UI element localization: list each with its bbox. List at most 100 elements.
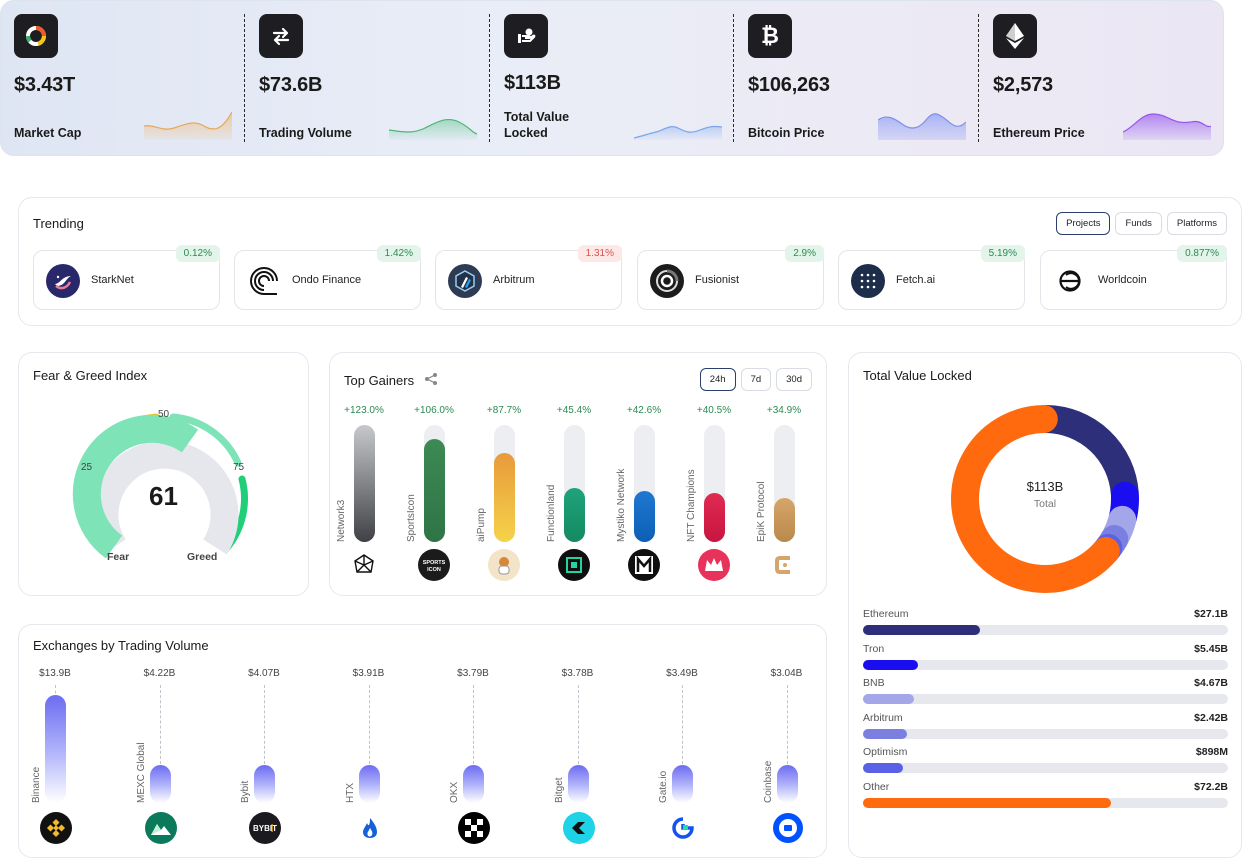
- gainer-logo-icon: [698, 549, 730, 581]
- tab-platforms[interactable]: Platforms: [1166, 212, 1227, 235]
- ethereum-icon: [993, 14, 1037, 58]
- tvl-bar: [863, 798, 1112, 808]
- gainer-bar: [634, 491, 655, 542]
- tab-24h[interactable]: 24h: [699, 368, 736, 391]
- gainer-name: Functionland: [546, 484, 557, 542]
- stat-value: $3.43T: [14, 74, 76, 96]
- stat-value: $73.6B: [259, 74, 323, 96]
- gainer-name: Mystiko Network: [616, 468, 627, 542]
- stat-ethereum-price[interactable]: $2,573 Ethereum Price: [979, 0, 1223, 156]
- trending-name: Worldcoin: [1098, 274, 1147, 286]
- stat-market-cap[interactable]: $3.43T Market Cap: [0, 0, 244, 156]
- exchange-volume: $3.78B: [561, 668, 594, 679]
- exchange-bar: [254, 765, 275, 803]
- gainer-bar-track: [774, 425, 795, 542]
- exchange-logo-icon: [771, 812, 804, 844]
- trending-change-badge: 1.42%: [376, 245, 421, 262]
- top-gainers-panel: Top Gainers 24h 7d 30d +123.0% Network3 +1…: [329, 352, 827, 596]
- trending-change-badge: 1.31%: [577, 245, 622, 262]
- stat-bitcoin-price[interactable]: ₿ $106,263 Bitcoin Price: [734, 0, 978, 156]
- exchange-guide-line: [473, 685, 474, 769]
- exchange-name: Bitget: [553, 777, 565, 803]
- tvl-chain-value: $2.42B: [1194, 711, 1228, 724]
- bitcoin-icon: ₿: [748, 14, 792, 58]
- tvl-bar: [863, 625, 980, 635]
- trending-card-fetch-ai[interactable]: Fetch.ai 5.19%: [838, 245, 1025, 310]
- exchange-volume: $3.49B: [666, 668, 698, 679]
- stat-label: Ethereum Price: [993, 126, 1085, 140]
- gauge-tick: 75: [233, 462, 245, 473]
- exchange-bar: [45, 695, 66, 803]
- trending-name: StarkNet: [91, 274, 134, 286]
- trending-card-arbitrum[interactable]: Arbitrum 1.31%: [435, 245, 622, 310]
- tvl-donut-segment[interactable]: [951, 405, 1120, 593]
- exchange-volume: $3.04B: [770, 668, 803, 679]
- tvl-chain-value: $5.45B: [1194, 642, 1228, 655]
- tvl-chain-name: Tron: [863, 642, 885, 655]
- exchange-guide-line: [368, 685, 370, 769]
- tvl-panel: Total Value Locked $113B Total Ethereum $…: [848, 352, 1242, 858]
- fear-greed-title: Fear & Greed Index: [33, 368, 148, 383]
- trending-card-fusionist[interactable]: Fusionist 2.9%: [637, 245, 824, 310]
- tvl-chain-value: $27.1B: [1194, 608, 1228, 620]
- exchange-volume: $4.07B: [248, 668, 280, 679]
- stats-bar: $3.43T Market Cap $73.6B Trading Volume …: [0, 0, 1224, 156]
- trending-card-ondo-finance[interactable]: Ondo Finance 1.42%: [234, 245, 421, 310]
- exchange-logo-icon: [40, 812, 72, 844]
- exchange-guide-line: [682, 685, 683, 769]
- exchanges-panel: Exchanges by Trading Volume $13.9B Binanc…: [18, 624, 827, 858]
- exchange-guide-line: [55, 685, 56, 699]
- sparkline: [634, 125, 722, 140]
- trending-change-badge: 5.19%: [980, 245, 1025, 262]
- exchange-logo-icon: BYBIT: [249, 812, 281, 844]
- gainer-logo-icon: [558, 549, 590, 581]
- tvl-center-label: Total: [1033, 498, 1057, 510]
- gainer-bar: [494, 453, 515, 542]
- gainer-bar-track: [494, 425, 515, 542]
- gainer-bar: [774, 498, 795, 542]
- fetch-ai-logo-icon: [851, 264, 885, 298]
- tvl-title: Total Value Locked: [863, 368, 972, 383]
- exchange-bar: [358, 765, 380, 803]
- trending-name: Ondo Finance: [292, 274, 362, 286]
- stat-trading-volume[interactable]: $73.6B Trading Volume: [245, 0, 489, 156]
- trending-card-worldcoin[interactable]: Worldcoin 0.877%: [1040, 245, 1227, 310]
- gainer-name: aiPump: [476, 508, 487, 542]
- tab-projects[interactable]: Projects: [1056, 212, 1111, 235]
- gainer-bar: [424, 439, 445, 542]
- exchanges-title: Exchanges by Trading Volume: [33, 638, 209, 653]
- tvl-bar: [863, 694, 915, 705]
- tvl-chain-name: Other: [863, 781, 890, 793]
- stat-label: Bitcoin Price: [748, 126, 825, 140]
- stat-value: $106,263: [748, 74, 830, 96]
- exchange-volume: $4.22B: [143, 668, 176, 679]
- tvl-bar: [863, 659, 918, 670]
- fear-greed-gauge: [72, 413, 248, 559]
- trending-card-starknet[interactable]: StarkNet 0.12%: [33, 245, 220, 310]
- stat-total-value-locked[interactable]: $113B Total Value Locked: [490, 0, 734, 156]
- tvl-bar-track: [863, 659, 1228, 670]
- gainer-bar-track: [354, 425, 375, 542]
- exchange-name: Gate.io: [658, 770, 669, 803]
- exchange-guide-line: [264, 685, 265, 769]
- gainer-logo-icon: [348, 549, 380, 581]
- gauge-tick: 50: [158, 409, 170, 420]
- tab-7d[interactable]: 7d: [740, 368, 772, 391]
- exchange-name: Binance: [31, 766, 42, 803]
- stat-label: Market Cap: [14, 126, 82, 140]
- tab-30d[interactable]: 30d: [776, 368, 812, 391]
- svg-text:SPORTS: SPORTS: [423, 560, 446, 566]
- exchange-logo-icon: [353, 812, 386, 844]
- tab-funds[interactable]: Funds: [1115, 212, 1162, 235]
- exchange-logo-icon: [144, 812, 177, 844]
- trending-name: Fetch.ai: [896, 274, 936, 286]
- tvl-bar-track: [863, 694, 1228, 705]
- arbitrum-logo-icon: [448, 264, 482, 298]
- gainer-bar-track: [704, 425, 725, 542]
- share-icon[interactable]: [424, 372, 438, 386]
- tvl-donut-segment[interactable]: [1032, 405, 1139, 507]
- trending-change-badge: 2.9%: [785, 245, 824, 262]
- top-gainers-title: Top Gainers: [344, 373, 415, 388]
- swap-arrows-icon: [259, 14, 303, 58]
- gainer-name: NFT Champions: [686, 469, 697, 542]
